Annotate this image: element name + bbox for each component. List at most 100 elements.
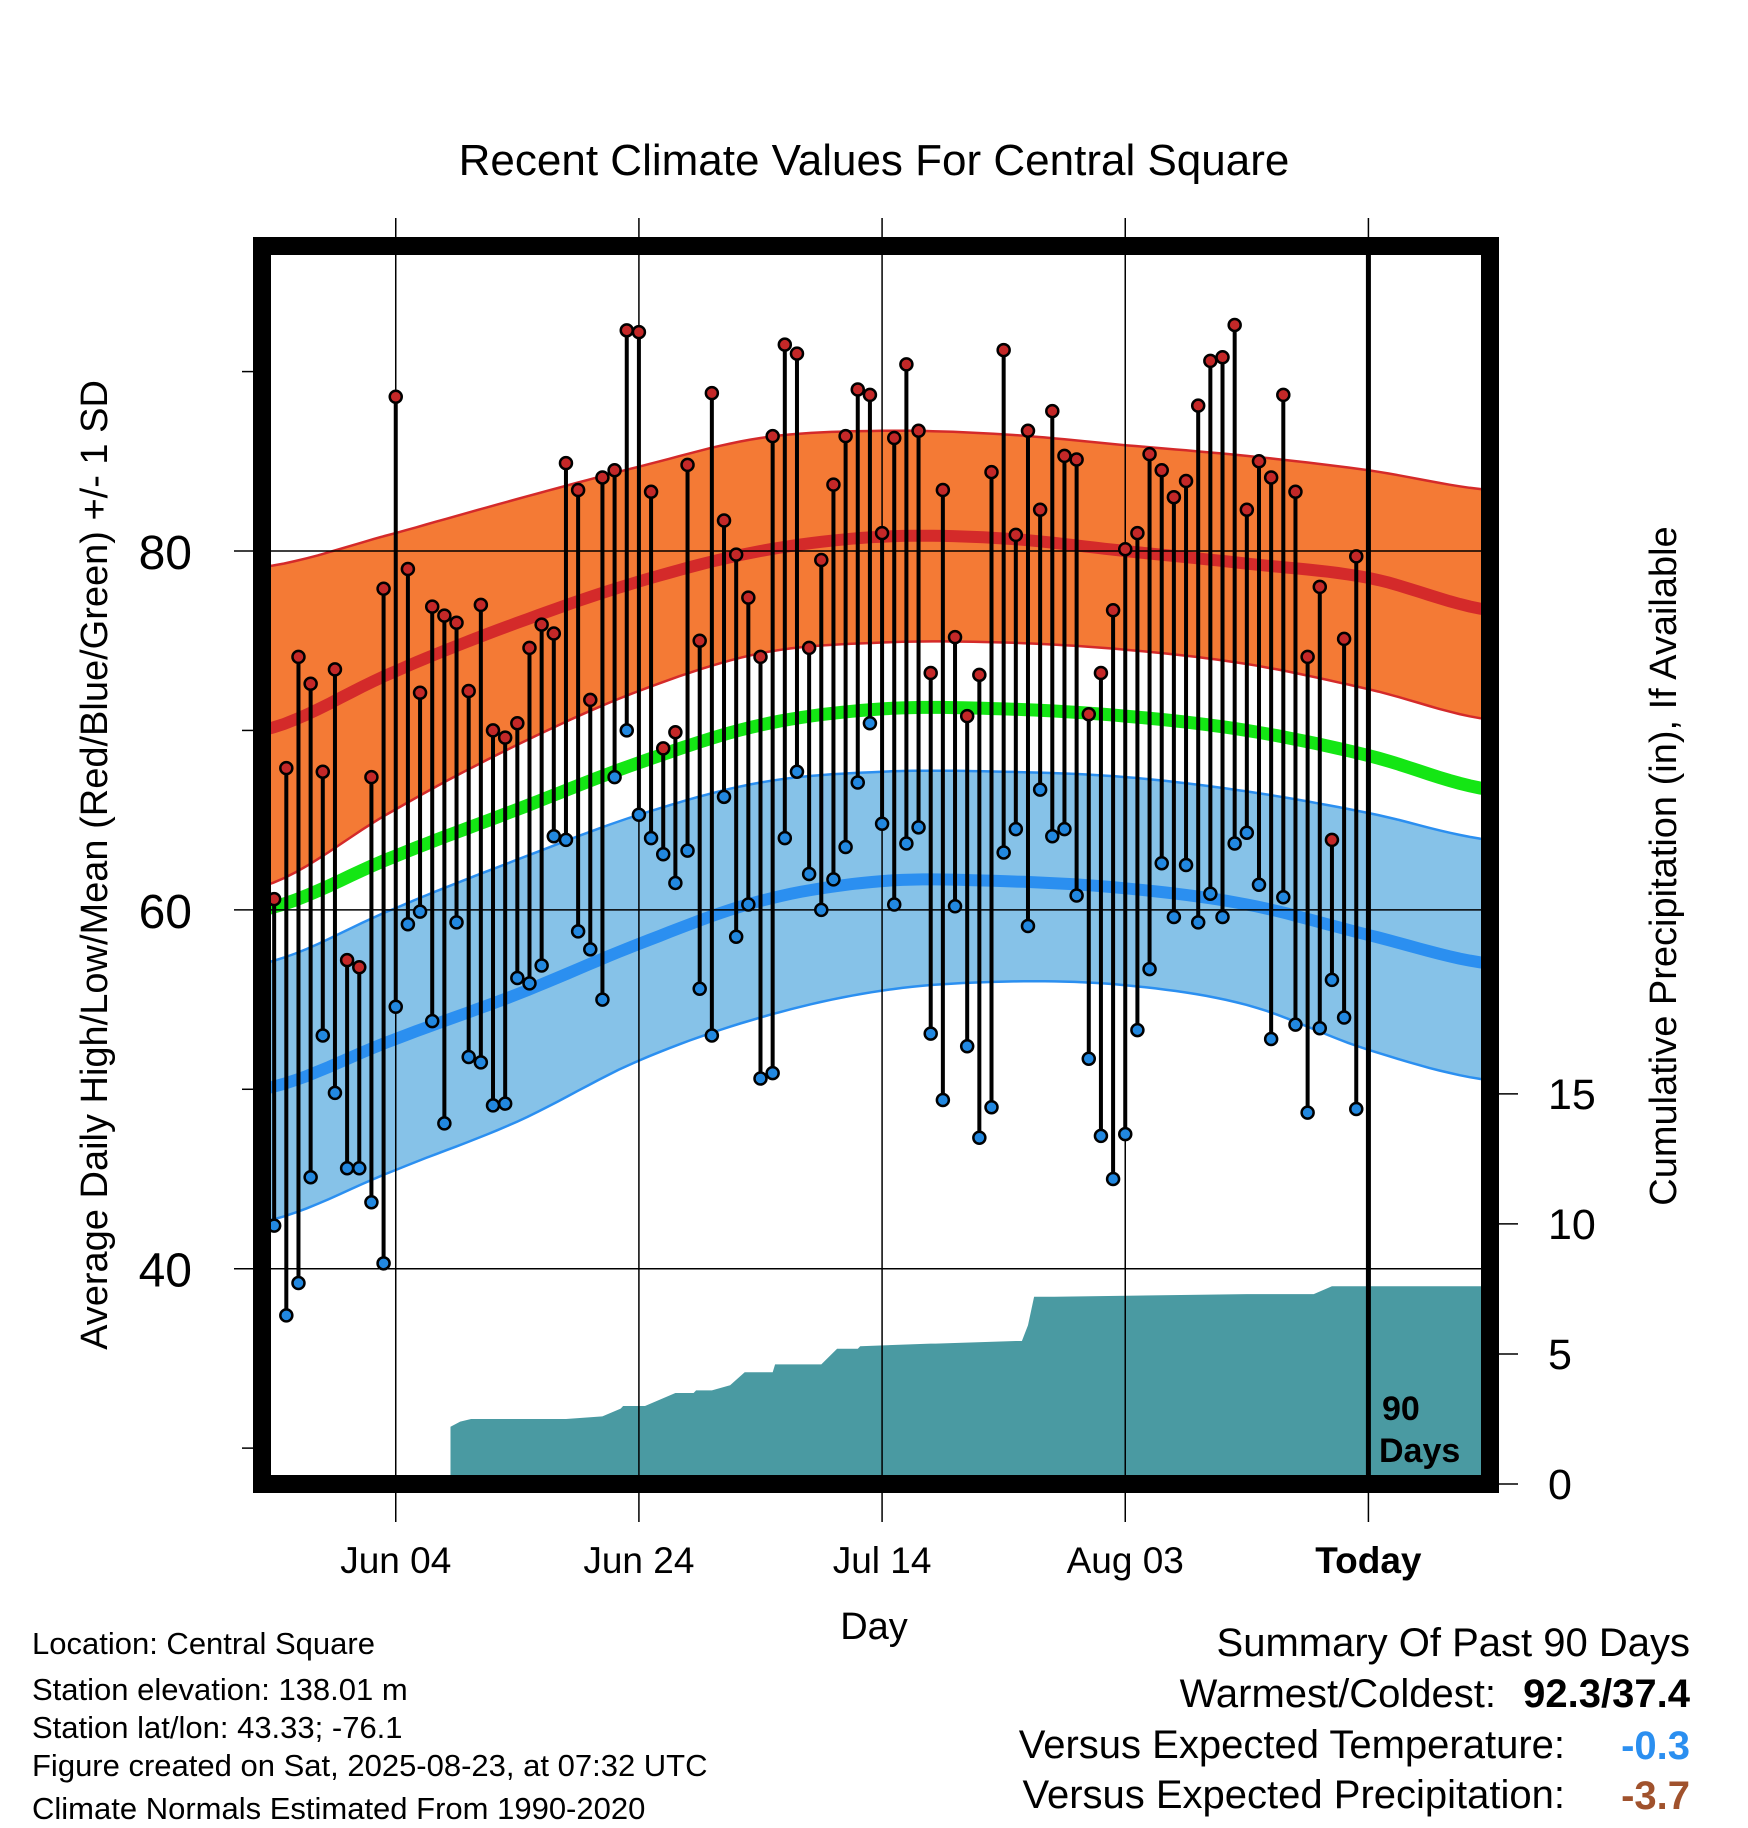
- daily-low-point: [631, 807, 647, 823]
- daily-high-point: [1324, 832, 1340, 848]
- daily-high-point: [753, 649, 768, 665]
- daily-high-point: [1142, 446, 1157, 462]
- daily-high-point: [1239, 502, 1255, 517]
- daily-high-point: [704, 385, 720, 401]
- x-tick-label-0: Jun 04: [340, 1540, 451, 1581]
- today-marker-label-days: Days: [1379, 1432, 1460, 1470]
- daily-low-point: [1227, 836, 1242, 851]
- daily-high-point: [850, 382, 866, 397]
- daily-low-point: [959, 1038, 975, 1054]
- daily-low-point: [1045, 829, 1060, 844]
- daily-low-point: [1190, 915, 1206, 930]
- daily-low-point: [947, 899, 963, 914]
- daily-low-point: [1130, 1022, 1145, 1038]
- daily-high-point: [570, 482, 586, 498]
- footer-normals: Climate Normals Estimated From 1990-2020: [32, 1791, 646, 1826]
- today-marker-label-90: 90: [1382, 1390, 1420, 1428]
- daily-low-point: [668, 875, 683, 891]
- daily-high-point: [534, 617, 549, 632]
- daily-low-point: [497, 1096, 513, 1111]
- daily-high-point: [461, 683, 476, 699]
- daily-high-point: [1154, 463, 1169, 478]
- daily-high-point: [558, 455, 574, 471]
- daily-low-point: [1324, 972, 1340, 988]
- daily-high-point: [497, 730, 513, 745]
- daily-low-point: [789, 764, 805, 779]
- daily-low-point: [1057, 821, 1072, 837]
- daily-low-point: [1288, 1017, 1303, 1032]
- daily-low-point: [972, 1130, 987, 1145]
- daily-low-point: [1117, 1126, 1133, 1142]
- daily-low-point: [984, 1099, 999, 1115]
- daily-low-point: [327, 1085, 343, 1101]
- daily-high-point: [643, 484, 659, 500]
- x-tick-label-1: Jun 24: [583, 1540, 694, 1581]
- y-right-tick-label-0: 0: [1548, 1461, 1572, 1509]
- summary-precipitation-label: Versus Expected Precipitation:: [1022, 1773, 1565, 1817]
- daily-low-point: [400, 916, 416, 932]
- daily-high-point: [424, 599, 440, 614]
- daily-low-point: [522, 976, 537, 991]
- daily-high-point: [1300, 649, 1315, 665]
- daily-low-point: [1276, 890, 1291, 905]
- daily-low-point: [692, 981, 707, 997]
- daily-high-point: [352, 960, 367, 975]
- daily-high-point: [315, 764, 331, 779]
- plot-area: Jun 04 Jun 24 Jul 14 Aug 03 Today 40 60 80 0 5 10 1…: [139, 218, 1596, 1581]
- daily-low-point: [279, 1308, 294, 1323]
- daily-low-point: [364, 1195, 379, 1210]
- daily-high-point: [886, 430, 902, 446]
- daily-low-point: [1142, 961, 1157, 977]
- y-axis-right-label: Cumulative Precipitation (in), If Availa…: [1643, 526, 1685, 1205]
- daily-low-point: [1263, 1031, 1279, 1047]
- daily-low-point: [1105, 1171, 1121, 1187]
- daily-low-point: [874, 816, 890, 831]
- footer-latlon: Station lat/lon: 43.33; -76.1: [32, 1710, 403, 1745]
- daily-low-point: [1032, 782, 1048, 797]
- daily-high-point: [485, 723, 501, 738]
- y-right-tick-label-5: 5: [1548, 1331, 1572, 1379]
- daily-low-point: [1178, 857, 1194, 873]
- daily-high-point: [765, 428, 780, 444]
- y-right-tick-label-15: 15: [1548, 1071, 1596, 1119]
- daily-high-point: [473, 597, 489, 613]
- daily-high-point: [412, 685, 428, 701]
- y-left-tick-label-60: 60: [139, 886, 192, 939]
- daily-low-point: [291, 1275, 306, 1291]
- daily-high-point: [935, 482, 951, 498]
- daily-low-point: [339, 1160, 355, 1176]
- daily-high-point: [279, 760, 294, 776]
- y-left-tick-label-80: 80: [139, 527, 192, 580]
- daily-low-point: [1349, 1101, 1364, 1117]
- footer-created: Figure created on Sat, 2025-08-23, at 07…: [32, 1748, 708, 1783]
- summary-warmest-coldest-label: Warmest/Coldest:: [1179, 1672, 1496, 1716]
- daily-high-point: [923, 665, 938, 681]
- daily-high-point: [1203, 353, 1218, 369]
- daily-low-point: [777, 830, 793, 846]
- daily-low-point: [850, 775, 866, 790]
- daily-low-point: [704, 1028, 720, 1043]
- daily-low-point: [814, 902, 829, 918]
- daily-low-point: [1020, 918, 1036, 934]
- daily-high-point: [1020, 423, 1036, 439]
- daily-low-point: [534, 958, 549, 973]
- daily-high-point: [814, 552, 829, 568]
- daily-high-point: [1190, 398, 1206, 413]
- daily-high-point: [303, 676, 318, 692]
- daily-high-point: [911, 423, 926, 439]
- daily-high-point: [1008, 527, 1024, 543]
- daily-high-point: [1227, 317, 1242, 333]
- daily-low-point: [388, 999, 403, 1014]
- summary-temperature-label: Versus Expected Temperature:: [1018, 1723, 1565, 1767]
- daily-low-point: [303, 1169, 318, 1185]
- daily-low-point: [753, 1071, 768, 1086]
- daily-high-point: [1276, 387, 1291, 403]
- daily-high-point: [996, 342, 1011, 358]
- daily-low-point: [352, 1160, 367, 1176]
- plot-frame: [253, 237, 1499, 1493]
- daily-high-point: [777, 337, 793, 352]
- daily-low-point: [546, 829, 562, 844]
- daily-low-point: [886, 897, 902, 912]
- daily-high-point: [388, 389, 403, 404]
- daily-high-point: [668, 724, 683, 740]
